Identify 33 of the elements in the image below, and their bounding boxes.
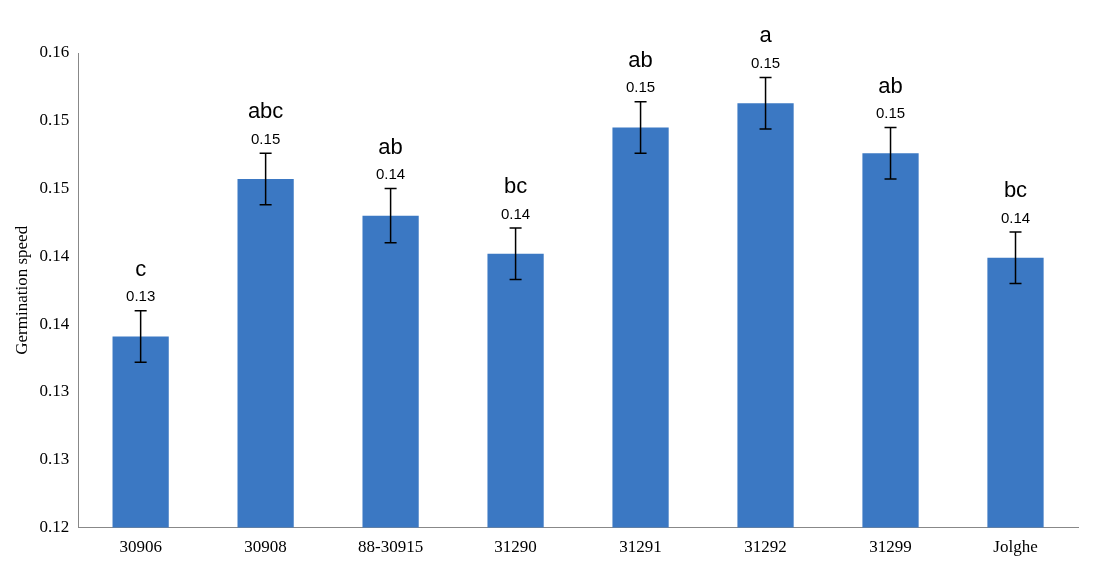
data-label: 0.14 xyxy=(376,165,406,183)
annotation: c xyxy=(135,255,147,281)
y-tick-label: 0.15 xyxy=(39,178,70,198)
data-label: 0.15 xyxy=(750,54,781,72)
x-tick-label: Jolghe xyxy=(993,537,1038,557)
y-tick-label: 0.14 xyxy=(39,245,70,265)
data-label: 0.15 xyxy=(251,129,281,147)
data-label: 0.14 xyxy=(1000,208,1031,226)
x-tick-label: 31290 xyxy=(494,537,537,557)
x-tick-label: 31292 xyxy=(744,537,787,557)
y-tick-label: 0.14 xyxy=(39,313,70,333)
y-tick-label: 0.13 xyxy=(39,381,70,401)
x-tick-label: 30908 xyxy=(244,537,287,557)
annotation: ab xyxy=(628,46,653,72)
x-tick-label: 88-30915 xyxy=(358,537,424,557)
annotation: bc xyxy=(503,172,528,198)
annotation: abc xyxy=(247,98,284,124)
annotation: bc xyxy=(1003,177,1028,203)
x-tick-label: 30906 xyxy=(119,537,162,557)
data-label: 0.13 xyxy=(126,287,156,305)
data-label: 0.15 xyxy=(875,104,906,122)
data-label: 0.15 xyxy=(625,78,656,96)
y-axis-title: Germination speed xyxy=(11,225,31,355)
y-tick-label: 0.15 xyxy=(39,110,70,130)
annotation: ab xyxy=(378,133,403,159)
annotation: a xyxy=(759,22,773,48)
y-tick-label: 0.12 xyxy=(39,517,70,537)
x-tick-label: 31299 xyxy=(869,537,912,557)
x-tick-label: 31291 xyxy=(619,537,662,557)
data-label: 0.14 xyxy=(500,204,531,222)
annotation: ab xyxy=(878,72,903,98)
y-tick-label: 0.16 xyxy=(39,42,70,62)
y-tick-label: 0.13 xyxy=(39,449,70,469)
